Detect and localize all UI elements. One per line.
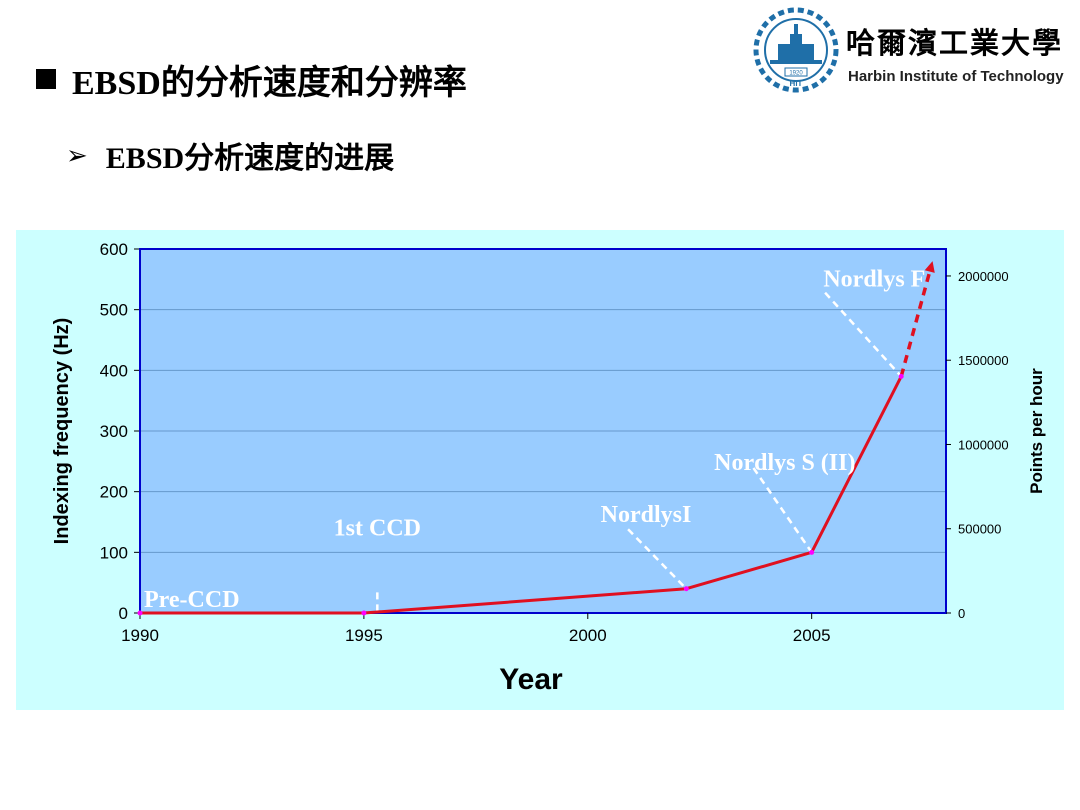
data-point xyxy=(683,586,689,592)
y-tick-label: 300 xyxy=(100,422,128,441)
annotation-leader xyxy=(627,528,688,590)
annotation-leader xyxy=(824,291,903,378)
slide-subtitle: EBSD分析速度的进展 xyxy=(105,142,395,175)
right-tick-label: 1000000 xyxy=(958,437,1009,452)
data-point xyxy=(898,373,904,379)
right-tick-label: 2000000 xyxy=(958,269,1009,284)
right-tick-label: 0 xyxy=(958,606,965,621)
annotation-label: Pre-CCD xyxy=(144,587,240,613)
annotation-label: NordlysI xyxy=(601,502,692,528)
projection-arrowhead xyxy=(924,261,935,273)
x-tick-label: 1990 xyxy=(121,626,159,645)
y-tick-label: 500 xyxy=(100,301,128,320)
university-name-english: Harbin Institute of Technology xyxy=(848,68,1064,85)
projected-trend-line xyxy=(899,269,932,377)
x-tick-label: 2000 xyxy=(569,626,607,645)
y-tick-label: 600 xyxy=(100,240,128,259)
university-logo: 1920 HIT 哈爾濱工業大學 Harbin Institute of Tec… xyxy=(750,6,1075,96)
university-name-chinese: 哈爾濱工業大學 xyxy=(846,26,1064,60)
y-axis-label: Indexing frequency (Hz) xyxy=(51,318,73,545)
annotation-leader xyxy=(752,467,813,554)
annotation-label: Nordlys S (II) xyxy=(714,450,855,476)
y-tick-label: 0 xyxy=(119,604,128,623)
right-tick-label: 1500000 xyxy=(958,353,1009,368)
right-axis-label: Points per hour xyxy=(1027,368,1046,494)
square-bullet-icon xyxy=(36,69,56,89)
badge-letters: HIT xyxy=(790,79,803,88)
annotation-label: 1st CCD xyxy=(334,515,421,541)
badge-year: 1920 xyxy=(789,71,803,77)
indexing-speed-chart: 0 100 200 300 400 500 600 1990 1995 2000 2005 0 5000… xyxy=(51,240,1046,696)
slide-heading: EBSD的分析速度和分辨率 xyxy=(36,54,467,104)
plot-border xyxy=(139,248,947,614)
annotation-label: Nordlys F xyxy=(823,267,925,293)
data-point xyxy=(361,610,367,616)
slide-subheading: ➢ EBSD分析速度的进展 xyxy=(66,132,394,178)
chart-panel: 0 100 200 300 400 500 600 1990 1995 2000 2005 0 5000… xyxy=(16,230,1064,710)
y-tick-label: 400 xyxy=(100,361,128,380)
slide-title: EBSD的分析速度和分辨率 xyxy=(72,64,467,102)
x-tick-label: 2005 xyxy=(793,626,831,645)
y-tick-label: 100 xyxy=(100,543,128,562)
data-point xyxy=(809,549,815,555)
x-axis-label: Year xyxy=(499,663,563,696)
arrow-bullet-icon: ➢ xyxy=(66,139,88,170)
data-point xyxy=(137,610,143,616)
y-tick-label: 200 xyxy=(100,483,128,502)
hit-emblem-icon: 1920 HIT xyxy=(753,7,839,93)
right-tick-label: 500000 xyxy=(958,522,1001,537)
x-tick-label: 1995 xyxy=(345,626,383,645)
